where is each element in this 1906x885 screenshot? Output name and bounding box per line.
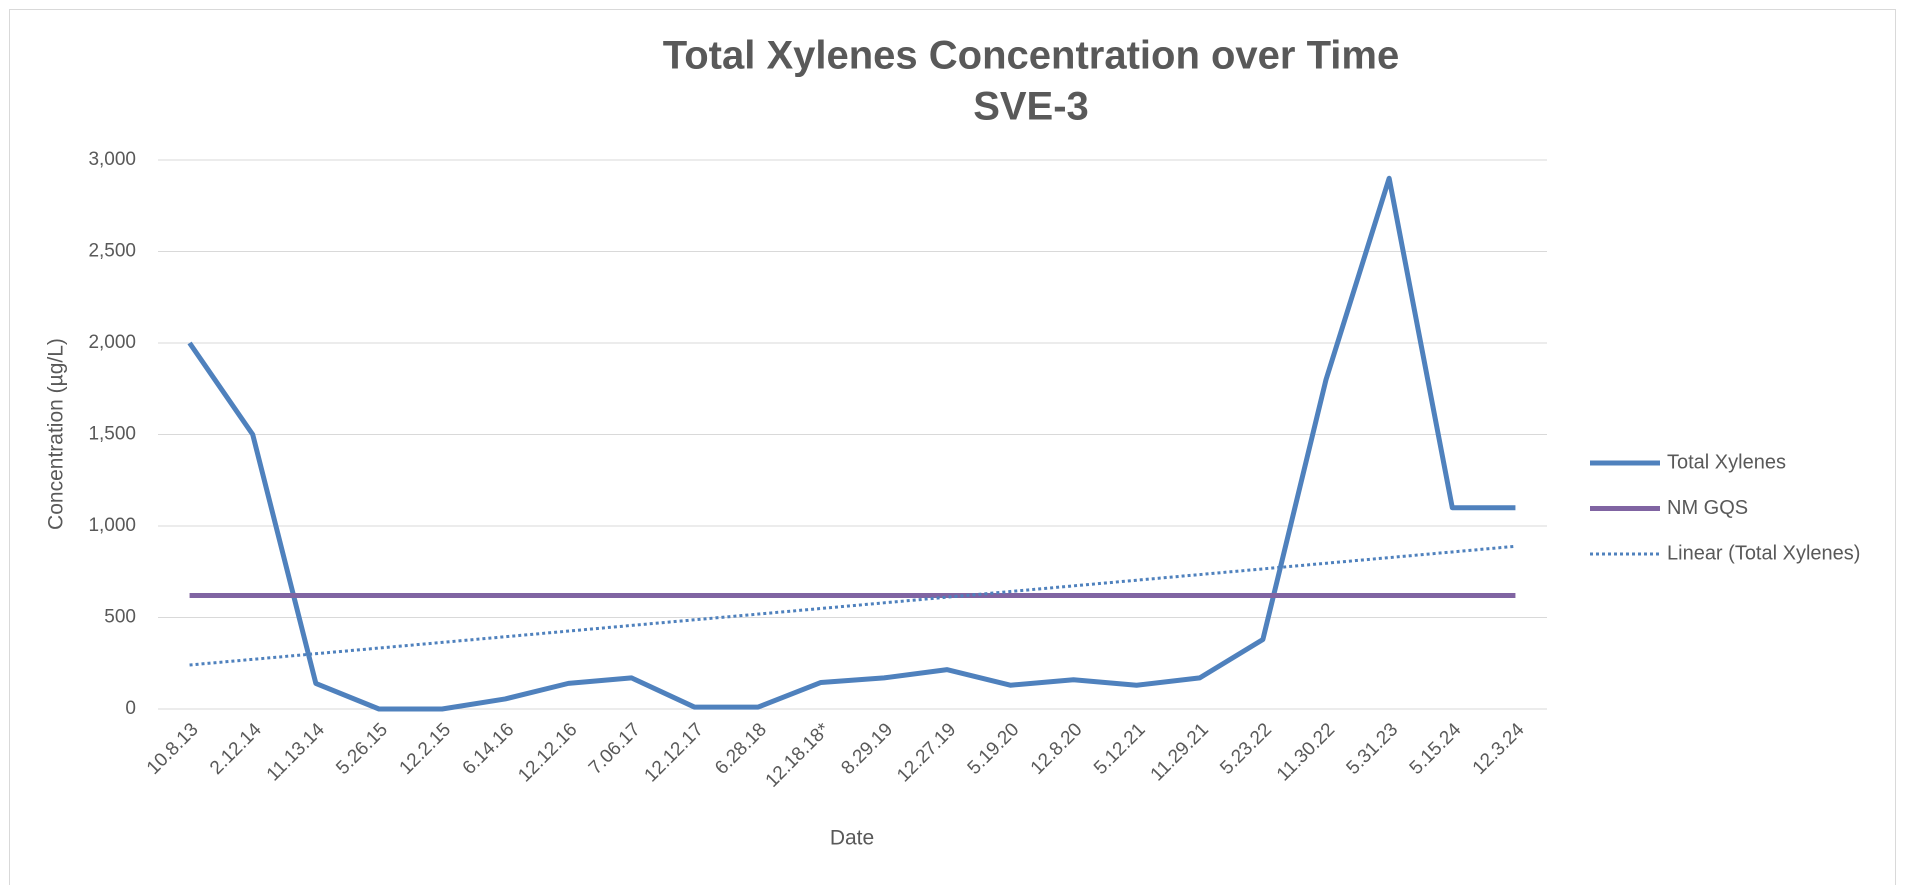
y-tick-label: 2,500 [88,241,136,262]
chart-title: SVE-3 [973,85,1089,129]
chart-title: Total Xylenes Concentration over Time [663,34,1399,78]
data-line [187,175,1516,712]
y-tick-label: 2,000 [88,332,136,353]
chart-frame [9,9,1896,885]
y-tick-label: 3,000 [88,149,136,170]
legend-label: Linear (Total Xylenes) [1667,542,1860,564]
y-tick-label: 1,000 [88,515,136,536]
y-axis-title: Concentration (µg/L) [45,338,68,530]
legend-label: NM GQS [1667,497,1748,519]
x-axis-title: Date [830,827,874,850]
y-tick-label: 500 [104,607,136,628]
y-tick-label: 0 [125,698,136,719]
legend-label: Total Xylenes [1667,451,1786,473]
y-tick-label: 1,500 [88,424,136,445]
